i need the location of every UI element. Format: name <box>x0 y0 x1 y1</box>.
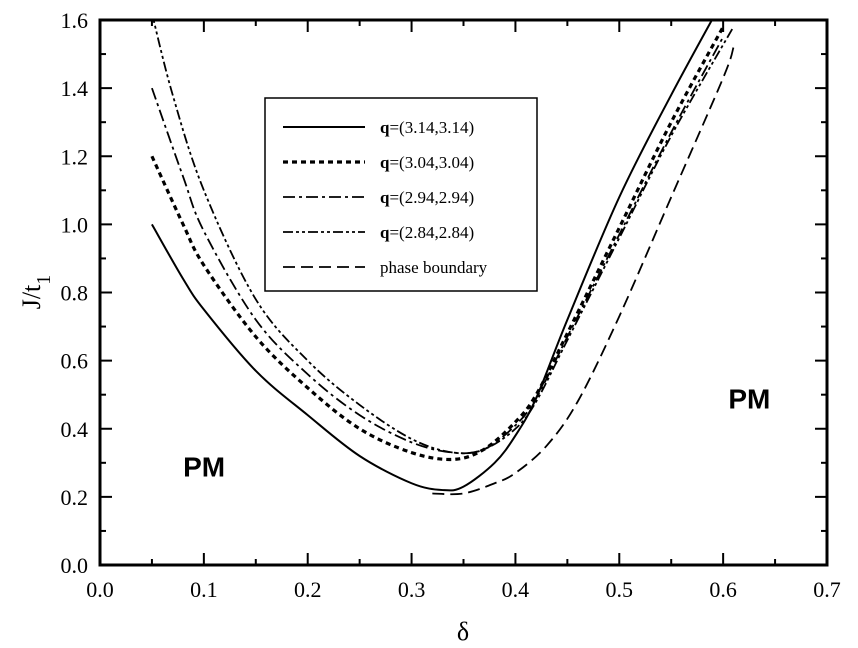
y-axis-title-subscript: 1 <box>33 275 55 285</box>
x-tick-label: 0.4 <box>502 577 530 602</box>
y-tick-label: 1.0 <box>61 212 89 237</box>
y-tick-label: 0.2 <box>61 485 89 510</box>
axis-tick-labels: 0.0 0.1 0.2 0.3 0.4 0.5 0.6 0.7 0.0 0.2 0.4 0.6 0.8 1… <box>61 8 841 602</box>
legend-label-2: q=(2.94,2.94) <box>380 188 474 207</box>
series-line-4 <box>432 46 735 496</box>
y-tick-label: 1.4 <box>61 76 89 101</box>
y-axis-title: J/t1 <box>17 275 55 310</box>
series-line-1 <box>150 26 725 462</box>
legend-label-1: q=(3.04,3.04) <box>380 153 474 172</box>
y-tick-label: 1.2 <box>61 144 89 169</box>
series-line-2 <box>151 36 724 455</box>
y-tick-label: 0.4 <box>61 417 89 442</box>
series-line-3 <box>152 20 735 455</box>
y-tick-label: 0.0 <box>61 553 89 578</box>
x-tick-label: 0.2 <box>294 577 322 602</box>
y-tick-label: 0.6 <box>61 349 89 374</box>
legend: q=(3.14,3.14) q=(3.04,3.04) q=(2.94,2.94) q… <box>264 97 538 292</box>
x-tick-label: 0.1 <box>190 577 218 602</box>
legend-box <box>264 97 538 292</box>
legend-label-0: q=(3.14,3.14) <box>380 118 474 137</box>
x-tick-label: 0.5 <box>606 577 634 602</box>
x-tick-label: 0.0 <box>86 577 114 602</box>
legend-label-3: q=(2.84,2.84) <box>380 223 474 242</box>
x-axis-title: δ <box>457 617 469 646</box>
x-tick-label: 0.6 <box>709 577 737 602</box>
x-tick-label: 0.3 <box>398 577 426 602</box>
legend-label-4: phase boundary <box>380 258 488 277</box>
x-tick-label: 0.7 <box>813 577 841 602</box>
axis-ticks <box>99 19 828 566</box>
y-axis-title-main: J/t <box>17 284 46 309</box>
y-tick-label: 1.6 <box>61 8 89 33</box>
region-label-1: PM <box>728 383 770 414</box>
y-tick-label: 0.8 <box>61 281 89 306</box>
series-line-0 <box>151 20 714 492</box>
annotations: PM PM <box>183 383 770 482</box>
series-layer <box>150 20 735 496</box>
svg-text:J/t1: J/t1 <box>17 275 55 310</box>
region-label-0: PM <box>183 451 225 482</box>
